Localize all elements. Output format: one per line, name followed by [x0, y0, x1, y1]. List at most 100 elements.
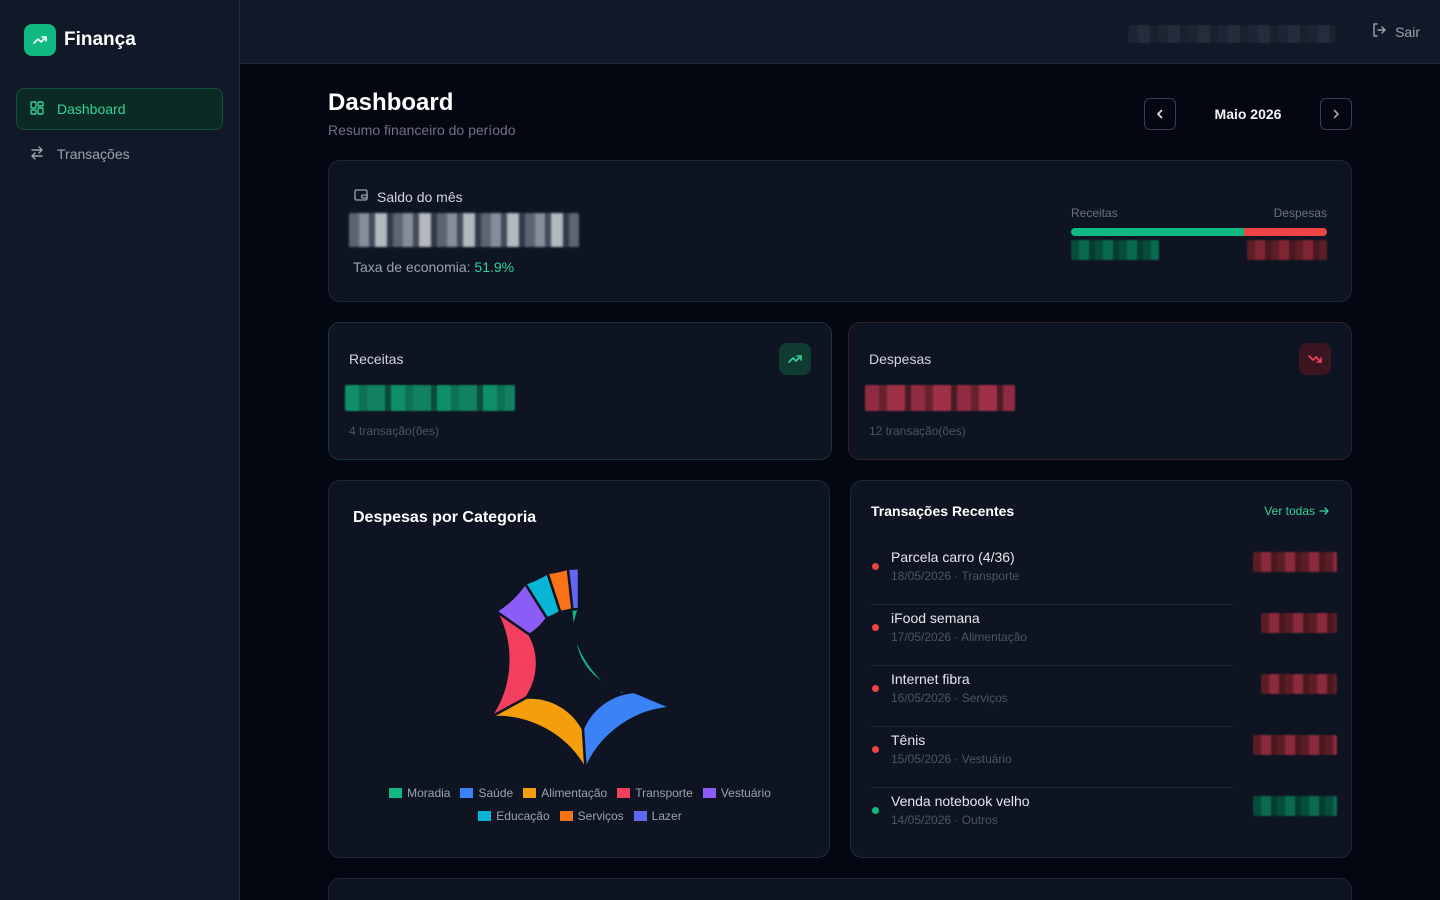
- balance-label-text: Saldo do mês: [377, 188, 463, 205]
- legend-label: Saúde: [478, 786, 514, 800]
- transaction-description: Venda notebook velho: [891, 793, 1030, 809]
- transaction-row[interactable]: Parcela carro (4/36) 18/05/2026 · Transpo…: [871, 544, 1337, 605]
- brand[interactable]: Finança: [24, 24, 136, 56]
- ratio-income-value-redacted: [1071, 240, 1159, 260]
- row-divider: [871, 787, 1233, 788]
- recent-title: Transações Recentes: [871, 503, 1015, 519]
- page-title: Dashboard: [328, 89, 454, 116]
- transaction-type-dot: [872, 807, 879, 814]
- transaction-row[interactable]: Internet fibra 16/05/2026 · Serviços: [871, 666, 1337, 727]
- category-donut-chart: [489, 566, 673, 771]
- legend-label: Alimentação: [541, 786, 608, 800]
- month-selector: Maio 2026: [1144, 98, 1352, 130]
- legend-item[interactable]: Lazer: [633, 809, 682, 823]
- chart-legend: Moradia Saúde Alimentação Transporte Vestuár…: [329, 786, 831, 832]
- ratio-income-label: Receitas: [1071, 206, 1118, 220]
- sidebar-item-label: Transações: [57, 146, 130, 162]
- current-month-label: Maio 2026: [1214, 106, 1282, 122]
- income-count: 4 transação(ões): [349, 424, 440, 438]
- donut-slice-lazer[interactable]: [566, 566, 581, 611]
- bottom-card: [328, 878, 1352, 900]
- transaction-description: Parcela carro (4/36): [891, 549, 1015, 565]
- savings-rate: Taxa de economia: 51.9%: [353, 259, 514, 275]
- previous-month-button[interactable]: [1144, 98, 1176, 130]
- donut-slice-moradia[interactable]: [570, 567, 673, 710]
- transaction-amount-redacted: [1253, 796, 1337, 816]
- arrow-right-icon: [1319, 507, 1329, 515]
- logout-label: Sair: [1395, 23, 1420, 40]
- transaction-type-dot: [872, 746, 879, 753]
- legend-item[interactable]: Serviços: [559, 809, 624, 823]
- legend-item[interactable]: Vestuário: [702, 786, 771, 800]
- sidebar-nav: Dashboard Transações: [16, 88, 223, 178]
- balance-value-redacted: [349, 213, 579, 247]
- legend-item[interactable]: Alimentação: [523, 786, 607, 800]
- see-all-link[interactable]: Ver todas: [1264, 504, 1329, 518]
- trending-up-icon: [779, 343, 811, 375]
- transaction-meta: 18/05/2026 · Transporte: [891, 569, 1020, 583]
- row-divider: [871, 665, 1233, 666]
- income-label: Receitas: [349, 351, 404, 367]
- income-value-redacted: [345, 385, 515, 411]
- category-chart-card: Despesas por Categoria Moradia Saúde Alime…: [328, 480, 830, 858]
- transaction-meta: 17/05/2026 · Alimentação: [891, 630, 1028, 644]
- income-card: Receitas 4 transação(ões): [328, 322, 832, 460]
- legend-swatch: [633, 811, 647, 821]
- expense-count: 12 transação(ões): [869, 424, 966, 438]
- transaction-meta: 15/05/2026 · Vestuário: [891, 752, 1012, 766]
- legend-item[interactable]: Educação: [478, 809, 550, 823]
- expense-value-redacted: [865, 385, 1015, 411]
- chart-title: Despesas por Categoria: [353, 509, 537, 526]
- transaction-amount-redacted: [1253, 552, 1337, 572]
- recent-transactions-card: Transações Recentes Ver todas Parcela ca…: [850, 480, 1352, 858]
- transaction-description: Tênis: [891, 732, 926, 748]
- transaction-type-dot: [872, 563, 879, 570]
- legend-swatch: [559, 811, 573, 821]
- legend-swatch: [389, 788, 403, 798]
- logout-button[interactable]: Sair: [1371, 22, 1420, 41]
- legend-swatch: [523, 788, 537, 798]
- transaction-description: Internet fibra: [891, 671, 970, 687]
- legend-label: Educação: [496, 809, 550, 823]
- user-email-redacted: [1128, 25, 1336, 43]
- legend-swatch: [617, 788, 631, 798]
- transaction-amount-redacted: [1261, 674, 1337, 694]
- legend-swatch: [702, 788, 716, 798]
- transaction-row[interactable]: iFood semana 17/05/2026 · Alimentação: [871, 605, 1337, 666]
- savings-rate-value: 51.9%: [474, 259, 515, 275]
- wallet-icon: [353, 187, 369, 206]
- transaction-row[interactable]: Tênis 15/05/2026 · Vestuário: [871, 727, 1337, 788]
- row-divider: [871, 726, 1233, 727]
- page-subtitle: Resumo financeiro do período: [328, 122, 516, 138]
- legend-row: Moradia Saúde Alimentação Transporte Vestuár…: [329, 786, 831, 800]
- transaction-amount-redacted: [1261, 613, 1337, 633]
- legend-label: Lazer: [651, 809, 682, 823]
- transactions-list: Parcela carro (4/36) 18/05/2026 · Transpo…: [871, 544, 1337, 849]
- sidebar-item-dashboard[interactable]: Dashboard: [16, 88, 223, 130]
- transaction-row[interactable]: Venda notebook velho 14/05/2026 · Outros: [871, 788, 1337, 849]
- dashboard-grid-icon: [29, 100, 45, 119]
- balance-label: Saldo do mês: [353, 187, 463, 206]
- legend-item[interactable]: Saúde: [460, 786, 513, 800]
- next-month-button[interactable]: [1320, 98, 1352, 130]
- ratio-expense-label: Despesas: [1273, 206, 1327, 220]
- legend-label: Moradia: [407, 786, 451, 800]
- ratio-bar: [1071, 228, 1327, 236]
- chevron-right-icon: [1333, 109, 1339, 119]
- legend-label: Serviços: [577, 809, 624, 823]
- row-divider: [871, 604, 1233, 605]
- chevron-left-icon: [1157, 109, 1163, 119]
- legend-item[interactable]: Transporte: [617, 786, 693, 800]
- transaction-description: iFood semana: [891, 610, 980, 626]
- legend-label: Vestuário: [720, 786, 771, 800]
- donut-slice-saúde[interactable]: [581, 690, 673, 771]
- legend-item[interactable]: Moradia: [389, 786, 450, 800]
- sidebar: Finança Dashboard Transações: [0, 0, 240, 900]
- legend-row: Educação Serviços Lazer: [329, 809, 831, 823]
- sidebar-item-transacoes[interactable]: Transações: [16, 133, 223, 175]
- ratio-bar-expense: [1244, 228, 1327, 236]
- expense-card: Despesas 12 transação(ões): [848, 322, 1352, 460]
- see-all-label: Ver todas: [1264, 504, 1315, 518]
- legend-swatch: [478, 811, 492, 821]
- transaction-meta: 16/05/2026 · Serviços: [891, 691, 1008, 705]
